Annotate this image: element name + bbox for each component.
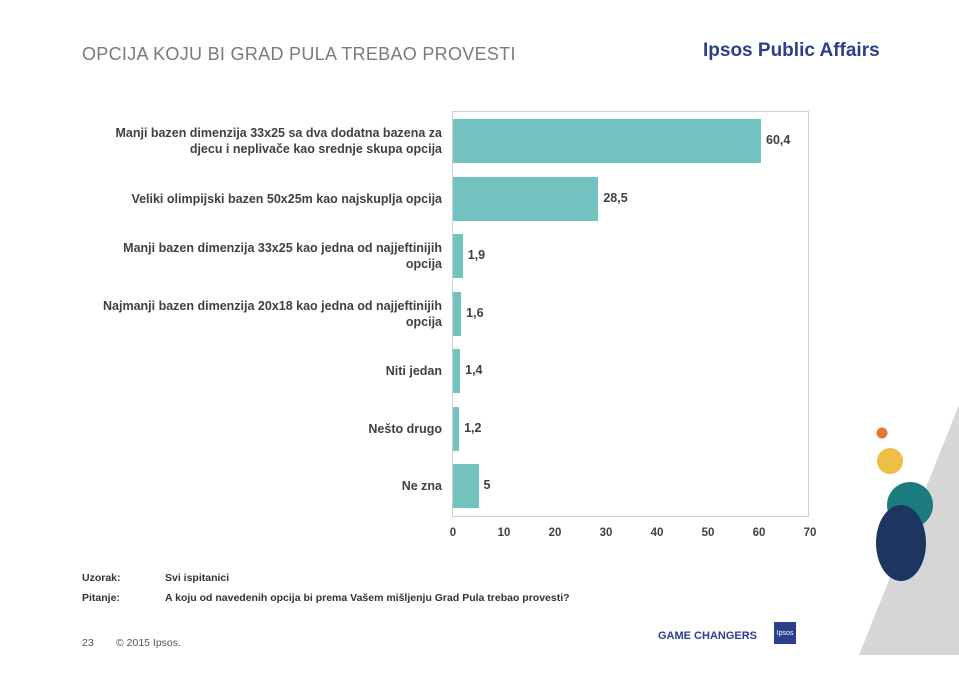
bar xyxy=(453,291,462,336)
page-title: OPCIJA KOJU BI GRAD PULA TREBAO PROVESTI xyxy=(82,44,516,64)
bar xyxy=(453,176,599,221)
data-label: 5 xyxy=(483,478,491,492)
bar xyxy=(453,464,479,508)
bar xyxy=(453,234,463,278)
navy-circle-shape xyxy=(876,505,926,581)
x-tick-label: 0 xyxy=(449,527,457,539)
data-label: 1,9 xyxy=(467,248,486,262)
decorative-shapes xyxy=(859,405,959,655)
x-tick-label: 70 xyxy=(803,527,817,539)
data-label: 60,4 xyxy=(766,133,791,147)
sample-value: Svi ispitanici xyxy=(165,572,230,584)
plot-frame xyxy=(452,111,809,517)
category-label: Manji bazen dimenzija 33x25 sa dva dodat… xyxy=(82,125,442,157)
x-tick-label: 50 xyxy=(701,527,715,539)
category-label: Manji bazen dimenzija 33x25 kao jedna od… xyxy=(82,240,442,272)
x-tick-label: 30 xyxy=(599,527,613,539)
brand-logo-text: Ipsos Public Affairs xyxy=(703,40,880,61)
question-value: A koju od navedenih opcija bi prema Vaše… xyxy=(165,592,570,604)
category-label-line: opcija xyxy=(405,314,442,329)
x-tick-label: 20 xyxy=(548,527,562,539)
category-label-line: djecu i neplivače kao srednje skupa opci… xyxy=(189,142,442,156)
x-tick-label: 60 xyxy=(752,527,766,539)
data-label: 1,2 xyxy=(464,420,482,435)
copyright: © 2015 Ipsos. xyxy=(116,637,181,649)
bar xyxy=(453,406,460,451)
sample-label: Uzorak: xyxy=(82,572,121,584)
x-tick-label: 40 xyxy=(650,527,664,539)
category-label-line: Najmanji bazen dimenzija 20x18 kao jedna… xyxy=(103,298,442,313)
category-label: Nešto drugo xyxy=(82,421,442,437)
category-label: Veliki olimpijski bazen 50x25m kao najsk… xyxy=(82,191,442,207)
tagline: GAME CHANGERS xyxy=(658,630,758,642)
x-tick-label: 10 xyxy=(497,527,511,539)
category-label-line: Nešto drugo xyxy=(368,421,442,436)
orange-dot-shape xyxy=(876,427,888,439)
yellow-circle-shape xyxy=(877,448,903,474)
category-label-line: Niti jedan xyxy=(385,364,442,378)
page-number: 23 xyxy=(82,637,94,649)
data-label: 28,5 xyxy=(603,190,628,205)
bar xyxy=(453,349,461,393)
data-label: 1,6 xyxy=(466,305,484,320)
ipsos-logo-icon: Ipsos xyxy=(774,622,796,644)
bar xyxy=(453,119,762,163)
category-label-line: Manji bazen dimenzija 33x25 kao jedna od… xyxy=(123,241,442,255)
category-label-line: Manji bazen dimenzija 33x25 sa dva dodat… xyxy=(115,126,442,140)
category-label-line: Ne zna xyxy=(401,479,442,493)
question-label: Pitanje: xyxy=(82,592,120,604)
category-label: Ne zna xyxy=(82,478,442,494)
category-label-line: opcija xyxy=(405,257,442,271)
category-label: Najmanji bazen dimenzija 20x18 kao jedna… xyxy=(82,298,442,330)
category-label: Niti jedan xyxy=(82,363,442,379)
category-label-line: Veliki olimpijski bazen 50x25m kao najsk… xyxy=(131,191,442,206)
data-label: 1,4 xyxy=(465,363,483,377)
